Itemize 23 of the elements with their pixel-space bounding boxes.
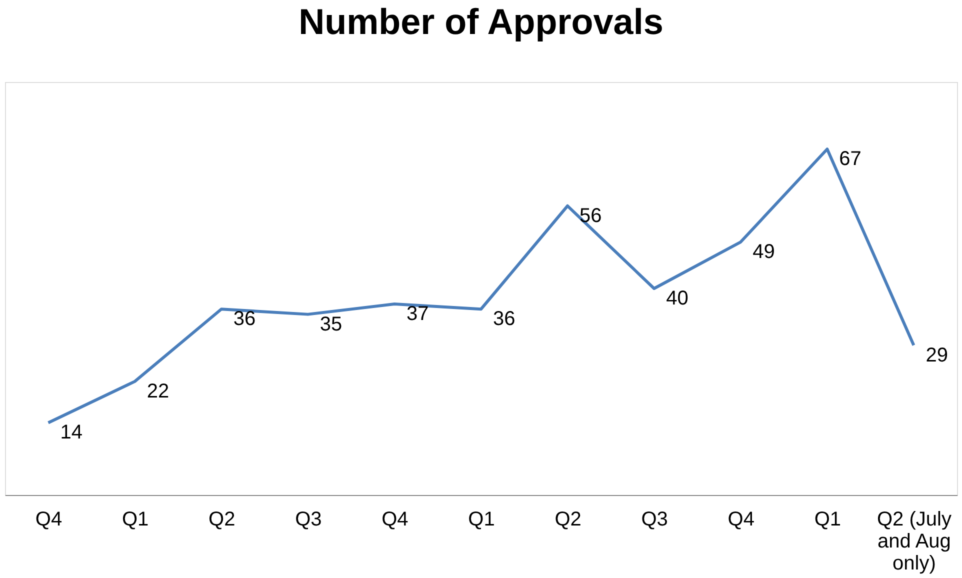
data-label: 67	[839, 148, 862, 170]
data-label: 35	[320, 313, 342, 336]
x-tick-label: Q2	[208, 508, 236, 530]
x-tick-label: Q3	[641, 508, 668, 530]
data-label: 40	[666, 288, 688, 310]
x-tick-label: Q2 (July and Aug only)	[876, 508, 952, 574]
data-label: 49	[752, 241, 775, 264]
x-tick-label: Q4	[728, 508, 754, 530]
x-tick-label: Q1	[814, 508, 842, 530]
x-tick-label: Q4	[35, 508, 62, 530]
data-label: 14	[60, 422, 83, 444]
x-tick-label: Q3	[295, 508, 322, 530]
x-tick-label: Q1	[122, 508, 149, 530]
chart-title: Number of Approvals	[298, 1, 664, 42]
data-label: 37	[406, 302, 429, 325]
data-label: 29	[926, 344, 948, 366]
data-label: 56	[580, 204, 602, 227]
x-tick-label: Q1	[468, 508, 495, 530]
data-label: 36	[233, 308, 256, 330]
x-tick-label: Q2	[554, 508, 582, 530]
data-label: 36	[493, 308, 516, 330]
x-tick-label: Q4	[382, 508, 408, 530]
data-label: 22	[146, 380, 170, 402]
